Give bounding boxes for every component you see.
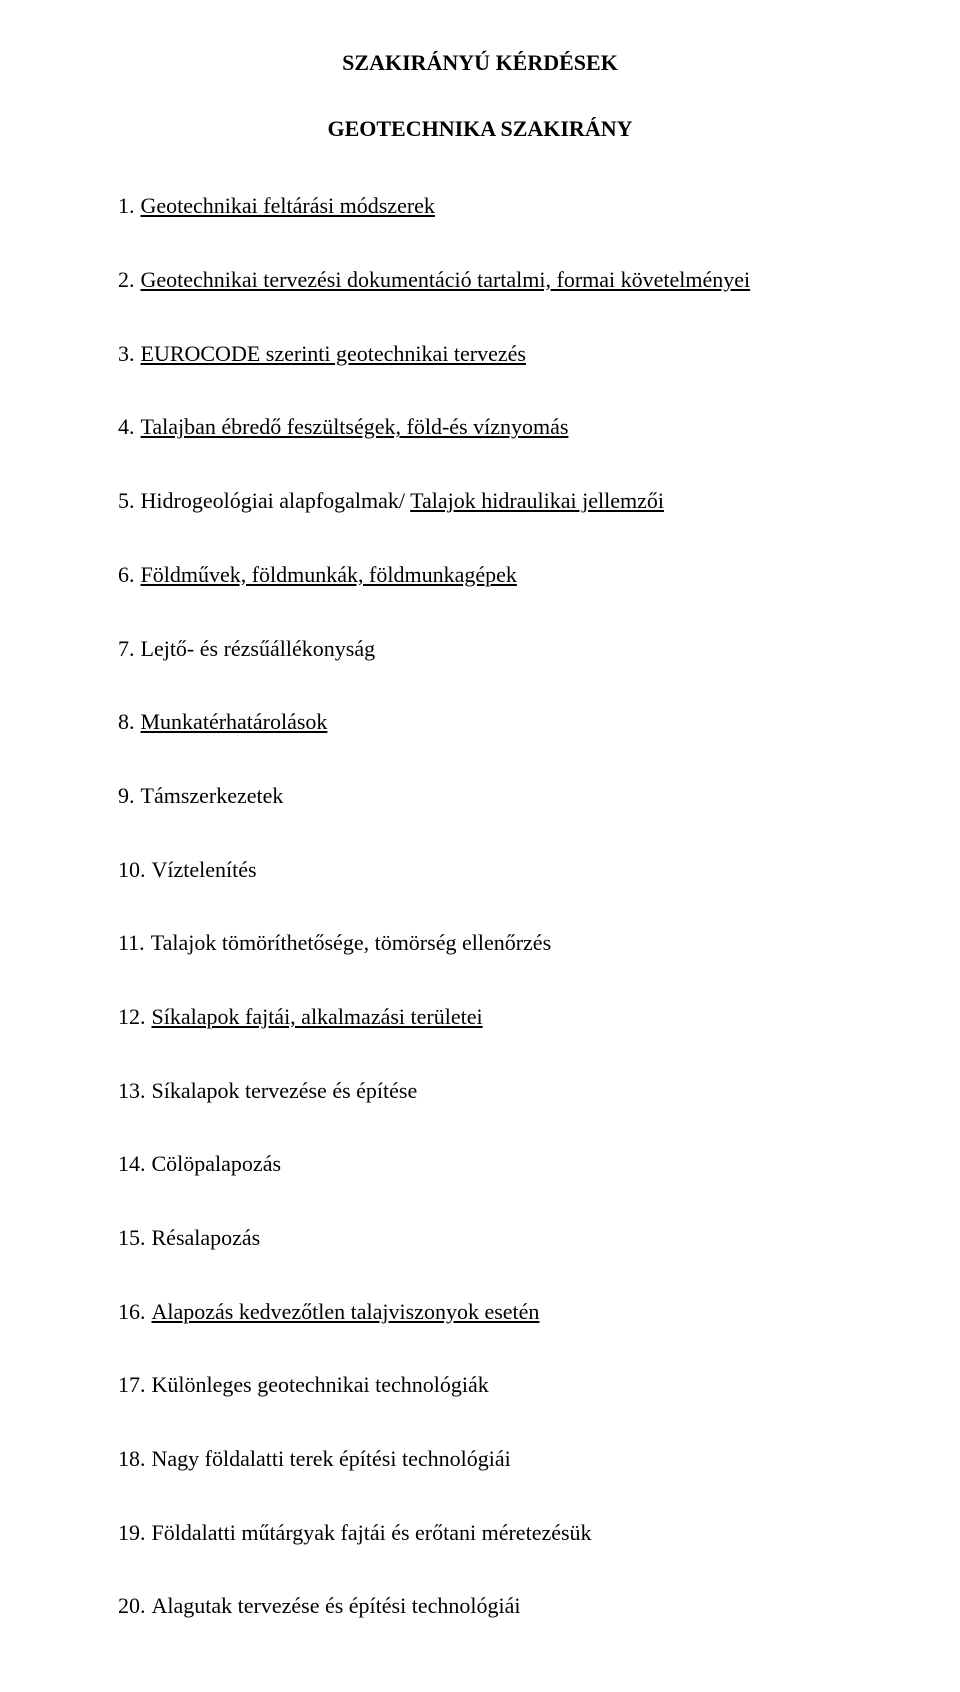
topic-text: Különleges geotechnikai technológiák — [152, 1372, 489, 1397]
topic-item: 17.Különleges geotechnikai technológiák — [118, 1370, 842, 1400]
topic-number: 9. — [118, 783, 135, 808]
topic-item: 3.EUROCODE szerinti geotechnikai tervezé… — [118, 339, 842, 369]
topic-item: 10.Víztelenítés — [118, 855, 842, 885]
topic-number: 5. — [118, 488, 135, 513]
topic-item: 12.Síkalapok fajtái, alkalmazási terület… — [118, 1002, 842, 1032]
topic-number: 18. — [118, 1446, 146, 1471]
topic-item: 15.Résalapozás — [118, 1223, 842, 1253]
topic-number: 10. — [118, 857, 146, 882]
topic-item: 14.Cölöpalapozás — [118, 1149, 842, 1179]
topic-text: Földalatti műtárgyak fajtái és erőtani m… — [152, 1520, 592, 1545]
topic-text: Víztelenítés — [152, 857, 257, 882]
topic-item: 7.Lejtő- és rézsűállékonyság — [118, 634, 842, 664]
topic-text: Hidrogeológiai alapfogalmak/ — [141, 488, 411, 513]
topic-text: Talajok tömöríthetősége, tömörség ellenő… — [151, 930, 551, 955]
topic-text: Munkatérhatárolások — [141, 709, 328, 734]
topic-number: 1. — [118, 193, 135, 218]
topic-number: 17. — [118, 1372, 146, 1397]
topic-number: 4. — [118, 414, 135, 439]
topic-text: Alapozás kedvezőtlen talajviszonyok eset… — [152, 1299, 540, 1324]
topic-text: Síkalapok fajtái, alkalmazási területei — [152, 1004, 483, 1029]
topic-list: 1.Geotechnikai feltárási módszerek2.Geot… — [118, 191, 842, 1621]
topic-item: 20.Alagutak tervezése és építési technol… — [118, 1591, 842, 1621]
topic-text: Geotechnikai tervezési dokumentáció tart… — [141, 267, 751, 292]
topic-number: 12. — [118, 1004, 146, 1029]
topic-item: 19.Földalatti műtárgyak fajtái és erőtan… — [118, 1518, 842, 1548]
topic-number: 19. — [118, 1520, 146, 1545]
topic-number: 13. — [118, 1078, 146, 1103]
topic-text: EUROCODE szerinti geotechnikai tervezés — [141, 341, 526, 366]
topic-item: 8.Munkatérhatárolások — [118, 707, 842, 737]
topic-text: Földművek, földmunkák, földmunkagépek — [141, 562, 517, 587]
topic-item: 11.Talajok tömöríthetősége, tömörség ell… — [118, 928, 842, 958]
topic-text: Támszerkezetek — [141, 783, 284, 808]
topic-item: 5.Hidrogeológiai alapfogalmak/ Talajok h… — [118, 486, 842, 516]
topic-text: Geotechnikai feltárási módszerek — [141, 193, 435, 218]
topic-item: 4.Talajban ébredő feszültségek, föld-és … — [118, 412, 842, 442]
topic-item: 18.Nagy földalatti terek építési technol… — [118, 1444, 842, 1474]
topic-number: 8. — [118, 709, 135, 734]
topic-number: 3. — [118, 341, 135, 366]
topic-text: Résalapozás — [152, 1225, 261, 1250]
topic-text: Cölöpalapozás — [152, 1151, 282, 1176]
topic-item: 9.Támszerkezetek — [118, 781, 842, 811]
topic-item: 13.Síkalapok tervezése és építése — [118, 1076, 842, 1106]
topic-item: 16.Alapozás kedvezőtlen talajviszonyok e… — [118, 1297, 842, 1327]
topic-text: Talajok hidraulikai jellemzői — [410, 488, 664, 513]
topic-number: 2. — [118, 267, 135, 292]
topic-number: 6. — [118, 562, 135, 587]
topic-text: Alagutak tervezése és építési technológi… — [152, 1593, 521, 1618]
topic-number: 20. — [118, 1593, 146, 1618]
topic-text: Nagy földalatti terek építési technológi… — [152, 1446, 511, 1471]
document-title: SZAKIRÁNYÚ KÉRDÉSEK — [118, 48, 842, 78]
topic-number: 15. — [118, 1225, 146, 1250]
document-subtitle: GEOTECHNIKA SZAKIRÁNY — [118, 114, 842, 144]
topic-number: 14. — [118, 1151, 146, 1176]
topic-text: Talajban ébredő feszültségek, föld-és ví… — [141, 414, 569, 439]
topic-number: 7. — [118, 636, 135, 661]
topic-number: 16. — [118, 1299, 146, 1324]
topic-item: 1.Geotechnikai feltárási módszerek — [118, 191, 842, 221]
topic-text: Síkalapok tervezése és építése — [152, 1078, 418, 1103]
topic-item: 6.Földművek, földmunkák, földmunkagépek — [118, 560, 842, 590]
topic-text: Lejtő- és rézsűállékonyság — [141, 636, 376, 661]
document-page: SZAKIRÁNYÚ KÉRDÉSEK GEOTECHNIKA SZAKIRÁN… — [0, 0, 960, 1692]
topic-number: 11. — [118, 930, 145, 955]
topic-item: 2.Geotechnikai tervezési dokumentáció ta… — [118, 265, 842, 295]
